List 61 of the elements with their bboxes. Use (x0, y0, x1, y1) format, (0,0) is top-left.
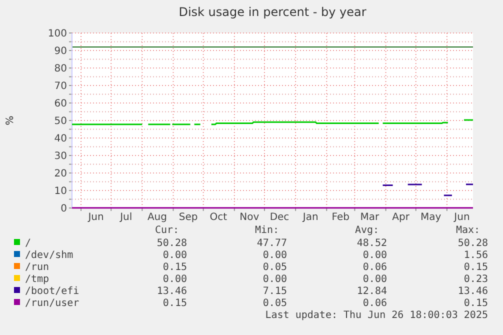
text: 0.00 (262, 274, 287, 285)
x-tick-label: Jun (87, 212, 104, 223)
text: Last update: Thu Jun 26 18:00:03 2025 (265, 310, 488, 321)
text: 0.15 (464, 298, 488, 309)
text: 48.52 (356, 238, 387, 249)
text: Cur: (154, 225, 180, 236)
y-axis-title: % (5, 116, 16, 126)
text: 50.28 (458, 238, 488, 249)
legend-label: /boot/efi (25, 286, 80, 297)
y-tick-label: 20 (54, 168, 67, 180)
text: Avg: (354, 225, 380, 236)
y-tick-label: 70 (54, 81, 67, 92)
text: 0.15 (162, 262, 187, 273)
x-tick-label: Jun (453, 212, 470, 223)
x-tick-label: Sep (178, 212, 198, 223)
x-tick-label: Aug (147, 212, 167, 223)
x-tick-label: Mar (360, 212, 380, 223)
text: 0.05 (262, 262, 287, 273)
text: 0.00 (262, 250, 287, 261)
y-tick-label: 30 (54, 151, 67, 162)
text: 1.56 (464, 250, 488, 261)
text: 0.00 (162, 250, 187, 261)
text: 47.77 (256, 238, 287, 249)
text: 7.15 (262, 286, 287, 297)
text: 0.15 (464, 262, 488, 273)
x-tick-label: Nov (240, 212, 260, 223)
x-tick-label: Dec (270, 212, 290, 223)
y-tick-label: 50 (54, 116, 67, 127)
legend-label: /run (25, 262, 50, 273)
text: Min: (254, 225, 280, 236)
legend-label: /tmp (25, 274, 50, 285)
legend-label: /dev/shm (25, 250, 74, 261)
y-tick-label: 80 (54, 64, 67, 74)
y-tick-label: 60 (54, 98, 67, 110)
text: 0.06 (362, 262, 387, 273)
text: 50.28 (156, 238, 187, 249)
x-tick-label: Apr (392, 212, 410, 223)
text: 13.46 (458, 286, 488, 297)
text: 0.23 (464, 274, 488, 285)
text: 0.06 (362, 298, 387, 309)
text: 12.84 (356, 286, 387, 297)
y-tick-label: 90 (54, 46, 67, 57)
legend-label: /run/user (25, 298, 80, 309)
text: 0.00 (362, 274, 387, 285)
x-tick-label: Jul (119, 212, 132, 223)
y-tick-label: 40 (54, 134, 67, 144)
text: 0.00 (362, 250, 387, 261)
text: Max: (456, 225, 480, 236)
legend-label: / (25, 238, 32, 249)
y-tick-label: 0 (60, 204, 67, 214)
x-tick-label: Feb (332, 212, 350, 223)
text: 0.15 (162, 298, 187, 309)
chart-title: Disk usage in percent - by year (178, 5, 366, 19)
x-tick-label: Oct (210, 212, 228, 223)
text: 0.05 (262, 298, 287, 309)
y-tick-label: 10 (54, 186, 67, 197)
x-tick-label: Jan (302, 212, 318, 223)
text: 13.46 (156, 286, 187, 297)
y-tick-label: 100 (48, 28, 67, 40)
x-tick-label: May (420, 212, 442, 223)
text: 0.00 (162, 274, 187, 285)
